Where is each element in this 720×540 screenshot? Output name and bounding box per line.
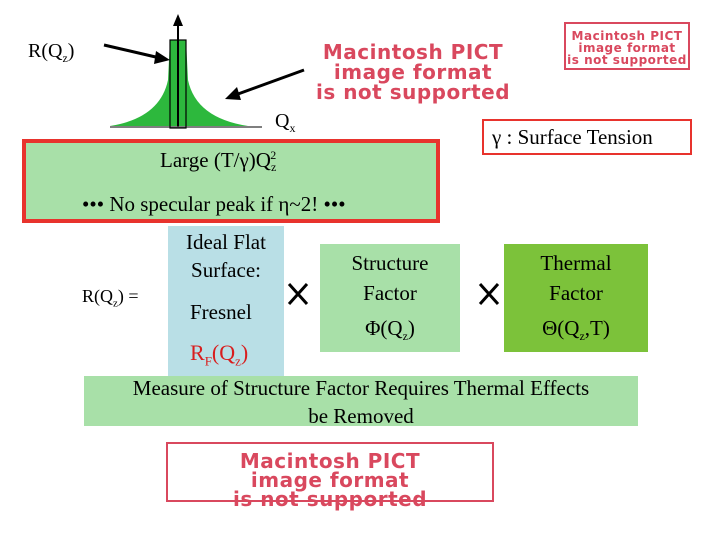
r-qz-label: R(Qz) xyxy=(28,40,75,65)
fresnel-box xyxy=(168,226,284,376)
large-box-text: Large (T/γ)Qz2 xyxy=(160,148,277,174)
pict-placeholder-bottom: Macintosh PICT image format is not suppo… xyxy=(166,442,494,509)
specular-window xyxy=(169,39,187,129)
pict-placeholder-right: Macintosh PICT image format is not suppo… xyxy=(564,22,690,70)
specular-peak-figure xyxy=(103,14,305,129)
times-icon-2 xyxy=(478,282,500,306)
vertical-axis-arrowhead xyxy=(173,14,183,26)
no-specular-text: ••• No specular peak if η~2! ••• xyxy=(82,192,346,216)
gamma-symbol: γ xyxy=(492,125,502,149)
fresnel-label: Fresnel xyxy=(190,300,252,324)
measure-text: Measure of Structure Factor Requires The… xyxy=(132,376,590,428)
gamma-text: : Surface Tension xyxy=(501,125,653,149)
thermal-factor-box: Thermal Factor Θ(Qz,T) xyxy=(504,244,648,352)
pict-placeholder-top: Macintosh PICT image format is not suppo… xyxy=(315,40,511,104)
r-arrowhead xyxy=(154,51,170,64)
measure-box xyxy=(84,376,638,426)
theta-label: Θ(Qz,T) xyxy=(542,316,610,344)
qx-label: Qx xyxy=(275,110,296,135)
gamma-box: γ : Surface Tension xyxy=(482,119,692,155)
phi-label: Φ(Qz) xyxy=(365,316,415,344)
structure-factor-box: Structure Factor Φ(Qz) xyxy=(320,244,460,352)
ideal-flat-label: Ideal Flat Surface: xyxy=(186,230,266,282)
pict-arrowhead xyxy=(225,87,241,100)
rqz-equals: R(Qz) = xyxy=(82,286,139,310)
rf-label: RF(Qz) xyxy=(190,340,249,369)
times-icon-1 xyxy=(287,282,309,306)
r-arrow xyxy=(103,43,161,60)
large-box: Large (T/γ)Qz2 xyxy=(22,139,440,223)
pict-arrow xyxy=(237,68,305,96)
